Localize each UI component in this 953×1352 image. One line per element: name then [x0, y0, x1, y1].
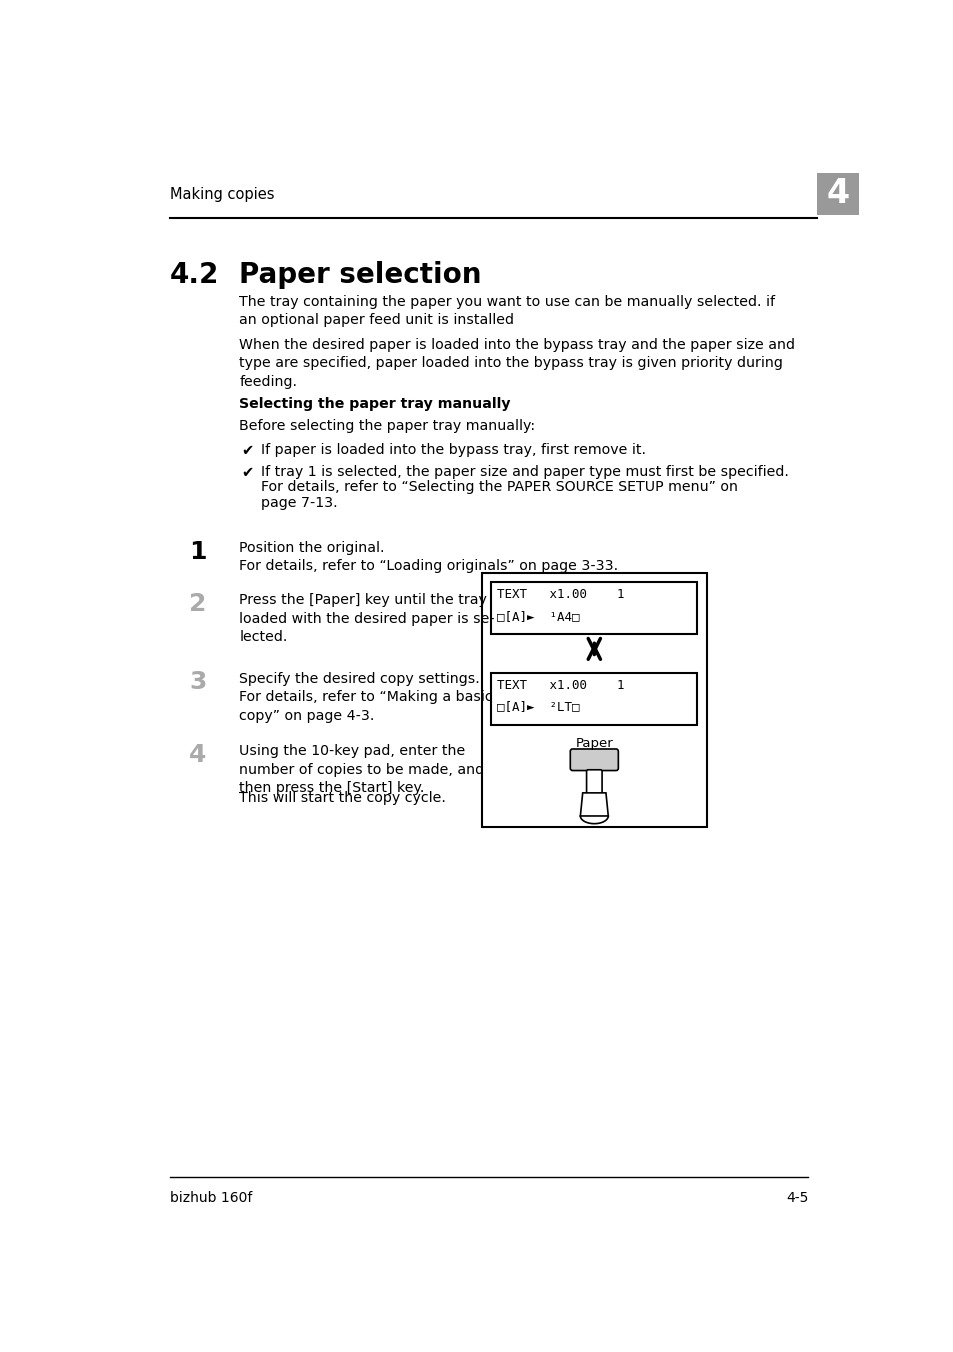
Text: 4-5: 4-5 — [785, 1191, 807, 1205]
Text: page 7-13.: page 7-13. — [261, 496, 337, 510]
Text: When the desired paper is loaded into the bypass tray and the paper size and
typ: When the desired paper is loaded into th… — [239, 338, 795, 388]
Text: Specify the desired copy settings.
For details, refer to “Making a basic
copy” o: Specify the desired copy settings. For d… — [239, 672, 493, 723]
Text: Position the original.
For details, refer to “Loading originals” on page 3-33.: Position the original. For details, refe… — [239, 541, 618, 573]
Text: 4.2: 4.2 — [170, 261, 219, 289]
Text: If paper is loaded into the bypass tray, first remove it.: If paper is loaded into the bypass tray,… — [261, 443, 645, 457]
Text: Paper: Paper — [575, 737, 613, 750]
Text: 4: 4 — [189, 742, 206, 767]
Text: bizhub 160f: bizhub 160f — [170, 1191, 252, 1205]
Text: Using the 10-key pad, enter the
number of copies to be made, and
then press the : Using the 10-key pad, enter the number o… — [239, 745, 484, 795]
Bar — [481, 573, 706, 827]
Text: 3: 3 — [189, 671, 206, 695]
FancyBboxPatch shape — [570, 749, 618, 771]
Text: □[A]►  ¹A4□: □[A]► ¹A4□ — [497, 610, 579, 623]
Text: 2: 2 — [189, 592, 206, 617]
Text: The tray containing the paper you want to use can be manually selected. if
an op: The tray containing the paper you want t… — [239, 295, 775, 327]
Text: Paper selection: Paper selection — [239, 261, 481, 289]
Bar — [491, 581, 697, 634]
Text: Selecting the paper tray manually: Selecting the paper tray manually — [239, 397, 511, 411]
Text: 1: 1 — [189, 539, 206, 564]
Text: ✔: ✔ — [241, 465, 253, 480]
Text: Before selecting the paper tray manually:: Before selecting the paper tray manually… — [239, 419, 535, 433]
Text: □[A]►  ²LT□: □[A]► ²LT□ — [497, 700, 579, 714]
FancyBboxPatch shape — [586, 769, 601, 795]
Polygon shape — [579, 792, 608, 817]
Text: TEXT   x1.00    1: TEXT x1.00 1 — [497, 679, 624, 692]
Bar — [816, 173, 858, 215]
Text: ✔: ✔ — [241, 443, 253, 458]
Text: Making copies: Making copies — [170, 187, 274, 201]
Bar — [491, 673, 697, 725]
Text: This will start the copy cycle.: This will start the copy cycle. — [239, 791, 446, 804]
Text: TEXT   x1.00    1: TEXT x1.00 1 — [497, 588, 624, 602]
Text: Press the [Paper] key until the tray
loaded with the desired paper is se-
lected: Press the [Paper] key until the tray loa… — [239, 594, 495, 645]
Text: 4: 4 — [825, 177, 848, 210]
Text: For details, refer to “Selecting the PAPER SOURCE SETUP menu” on: For details, refer to “Selecting the PAP… — [261, 480, 738, 495]
Text: If tray 1 is selected, the paper size and paper type must first be specified.: If tray 1 is selected, the paper size an… — [261, 465, 788, 479]
